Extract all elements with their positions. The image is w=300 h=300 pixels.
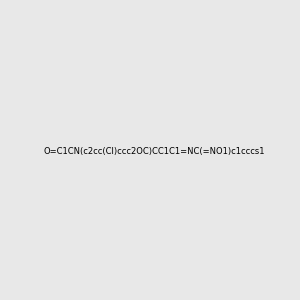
Text: O=C1CN(c2cc(Cl)ccc2OC)CC1C1=NC(=NO1)c1cccs1: O=C1CN(c2cc(Cl)ccc2OC)CC1C1=NC(=NO1)c1cc…	[43, 147, 265, 156]
